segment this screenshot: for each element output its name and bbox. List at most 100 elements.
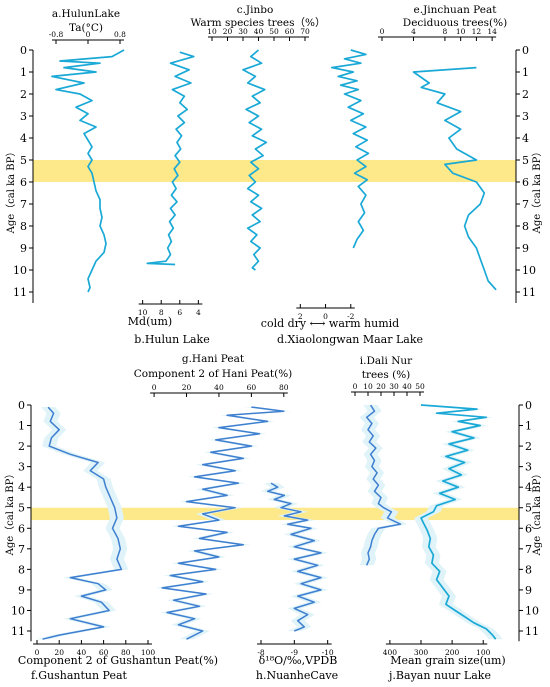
x-tick-label: 8 — [443, 27, 448, 36]
x-tick-label: 10 — [138, 308, 148, 317]
series-h-envelope — [260, 483, 328, 631]
series-a-axis: -0.8 0 0.8 — [49, 30, 126, 44]
y-tick-label-left: 2 — [20, 88, 27, 101]
y-axis-label-bottom-left: Age（cal ka BP） — [4, 469, 16, 557]
x-tick-label: 100 — [476, 648, 491, 657]
y-tick-label-left: 1 — [18, 420, 25, 433]
y-tick-label-right: 5 — [522, 154, 529, 167]
series-d-axis: 2 0 -2 — [296, 304, 355, 321]
x-tick-label: 60 — [285, 27, 295, 36]
x-tick-label: 0 — [353, 382, 358, 391]
series-d-subtitle: cold dry ⟷ warm humid — [261, 317, 399, 330]
x-tick-label: -10 — [322, 648, 334, 657]
x-tick-label: 20 — [223, 27, 233, 36]
y-tick-label-left: 4 — [18, 481, 25, 494]
y-tick-label-left: 11 — [13, 286, 27, 299]
x-tick-label: 20 — [376, 382, 386, 391]
y-tick-label-right: 4 — [525, 481, 532, 494]
x-tick-label: 10 — [456, 27, 466, 36]
x-tick-label: 300 — [414, 648, 429, 657]
x-tick-label: 40 — [254, 27, 264, 36]
series-e-subtitle: Deciduous trees(%) — [403, 17, 507, 29]
x-tick-label: 20 — [54, 648, 64, 657]
series-b-axis: 10 8 6 4 — [138, 300, 203, 317]
x-tick-label: 70 — [300, 27, 310, 36]
y-axis-label-top-right: Age（cal ka BP） — [531, 147, 543, 235]
series-h-axis: -8 -9 -10 — [257, 640, 334, 657]
highlight-band-bottom — [31, 507, 519, 521]
series-j-line — [420, 404, 497, 640]
y-tick-label-left: 3 — [20, 110, 27, 123]
y-tick-label-left: 6 — [20, 176, 27, 189]
series-a-title: a.HulunLake — [52, 8, 120, 20]
x-tick-label: -9 — [291, 648, 299, 657]
series-j-axis: 400 300 200 100 — [383, 640, 491, 657]
y-tick-label-right: 3 — [522, 110, 529, 123]
series-c-axis: 10 20 30 40 50 60 70 — [207, 27, 310, 41]
y-tick-label-left: 1 — [20, 66, 27, 79]
y-tick-label-left: 8 — [18, 563, 25, 576]
x-tick-label: 60 — [247, 383, 257, 392]
y-tick-label-right: 8 — [525, 563, 532, 576]
x-tick-label: 40 — [402, 382, 412, 391]
y-tick-label-left: 9 — [18, 584, 25, 597]
series-j-envelope — [414, 405, 503, 640]
y-tick-label-right: 11 — [522, 286, 536, 299]
y-tick-label-right: 6 — [522, 176, 529, 189]
series-a-line — [51, 49, 125, 293]
series-c-title: c.Jinbo — [237, 4, 274, 16]
series-f-title: f.Gushantun Peat — [31, 669, 127, 682]
series-g-title: g.Hani Peat — [182, 353, 245, 365]
series-c-subtitle: Warm species trees（%） — [191, 17, 326, 29]
series-g-axis: 0 20 40 60 80 — [150, 383, 289, 397]
series-d-title: d.Xiaolongwan Maar Lake — [277, 333, 423, 346]
y-tick-label-right: 0 — [525, 399, 532, 412]
series-f-line — [42, 406, 123, 640]
x-tick-label: 10 — [207, 27, 217, 36]
highlight-band-top — [33, 160, 516, 182]
x-tick-label: 0 — [35, 648, 40, 657]
y-tick-label-left: 7 — [20, 198, 27, 211]
x-tick-label: 12 — [472, 27, 482, 36]
series-g-line — [161, 406, 285, 640]
x-tick-label: -8 — [257, 648, 265, 657]
y-tick-label-left: 7 — [18, 543, 25, 556]
x-tick-label: 0 — [380, 27, 385, 36]
series-f-axis: 0 20 40 60 80 100 — [33, 640, 155, 657]
y-tick-label-right: 7 — [525, 543, 532, 556]
x-tick-label: 80 — [121, 648, 131, 657]
y-tick-label-left: 6 — [18, 522, 25, 535]
x-tick-label: 40 — [77, 648, 87, 657]
series-c-line — [242, 49, 268, 271]
series-b-line — [146, 51, 195, 266]
y-tick-label-right: 6 — [525, 522, 532, 535]
x-tick-label: 4 — [196, 308, 201, 317]
y-tick-label-right: 8 — [522, 220, 529, 233]
x-tick-label: 0.8 — [114, 30, 126, 39]
x-tick-label: 400 — [383, 648, 398, 657]
series-i-subtitle: trees (%) — [362, 369, 411, 381]
y-tick-label-left: 2 — [18, 440, 25, 453]
y-axis-label-bottom-right: Age（cal ka BP） — [531, 469, 543, 557]
y-tick-label-right: 2 — [525, 440, 532, 453]
series-a-subtitle: Ta(°C) — [69, 22, 103, 34]
y-tick-label-right: 2 — [522, 88, 529, 101]
y-tick-label-left: 0 — [20, 44, 27, 57]
y-tick-label-right: 1 — [525, 420, 532, 433]
y-tick-label-right: 9 — [522, 242, 529, 255]
y-tick-label-left: 11 — [11, 625, 25, 638]
y-tick-label-right: 7 — [522, 198, 529, 211]
x-tick-label: 0 — [86, 30, 91, 39]
series-i-axis: 0 10 20 30 40 50 — [351, 382, 425, 396]
series-d-line — [330, 49, 370, 249]
series-g-envelope — [155, 407, 291, 640]
x-tick-label: 4 — [411, 27, 416, 36]
y-tick-label-right: 5 — [525, 502, 532, 515]
x-tick-label: 6 — [177, 308, 182, 317]
x-tick-label: 8 — [159, 308, 164, 317]
x-tick-label: 100 — [141, 648, 156, 657]
y-tick-label-right: 1 — [522, 66, 529, 79]
